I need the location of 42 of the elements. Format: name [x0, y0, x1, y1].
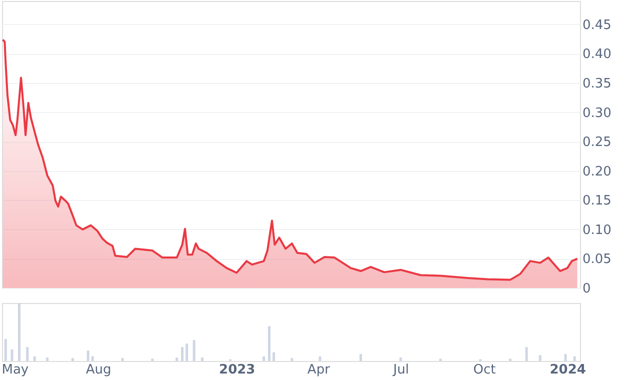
bar: [192, 340, 196, 361]
bar: [71, 358, 74, 361]
bar: [86, 350, 90, 361]
x-tick-label: May: [2, 362, 29, 378]
bar: [33, 356, 36, 361]
bar: [176, 358, 178, 361]
y-tick-label: 0.25: [582, 135, 612, 150]
y-tick-label: 0.10: [582, 222, 612, 238]
bar: [399, 358, 402, 361]
bar: [200, 358, 204, 361]
bar: [186, 344, 188, 361]
x-tick-label: Jul: [392, 362, 409, 378]
bar: [10, 349, 14, 361]
bar: [290, 358, 294, 361]
x-tick-label: Apr: [307, 362, 331, 378]
bar: [564, 354, 567, 361]
x-tick-label: Oct: [473, 362, 496, 378]
bar: [4, 338, 7, 361]
x-tick-label: Aug: [86, 362, 112, 378]
y-tick-label: 0: [582, 282, 591, 296]
bar: [272, 352, 276, 361]
bar: [121, 358, 124, 361]
y-tick-label: 0.30: [582, 106, 612, 121]
y-tick-label: 0.20: [582, 164, 612, 180]
y-tick-label: 0.45: [582, 18, 612, 33]
bar: [360, 354, 362, 361]
y-tick-label: 0.40: [582, 47, 612, 62]
bar: [268, 326, 271, 361]
x-tick-label: 2023: [219, 362, 256, 378]
bar: [181, 347, 184, 361]
bar: [538, 355, 542, 361]
bar: [525, 347, 528, 361]
bar: [18, 303, 20, 361]
y-tick-label: 0.35: [582, 76, 612, 92]
bar: [26, 347, 29, 361]
x-tick-label: 2024: [550, 362, 586, 378]
bar: [46, 358, 49, 361]
bar: [262, 356, 266, 361]
y-tick-label: 0.05: [582, 252, 612, 268]
y-tick-label: 0.15: [582, 194, 612, 209]
bar: [318, 356, 322, 361]
bar: [573, 356, 576, 361]
